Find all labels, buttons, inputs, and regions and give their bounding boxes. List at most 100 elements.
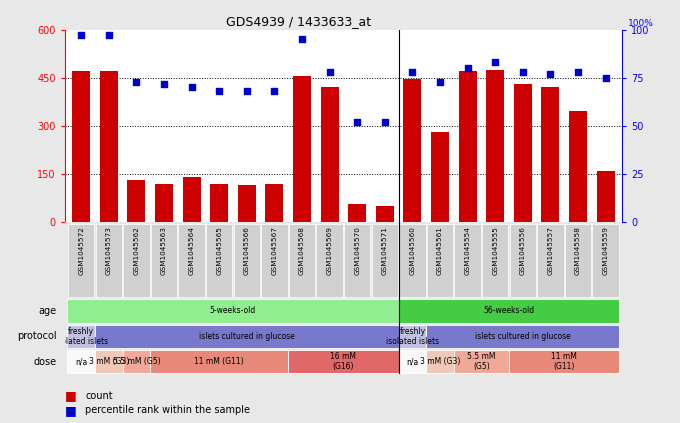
FancyBboxPatch shape	[95, 350, 122, 374]
Text: GSM1045557: GSM1045557	[547, 226, 554, 275]
FancyBboxPatch shape	[399, 224, 426, 297]
FancyBboxPatch shape	[426, 324, 619, 348]
FancyBboxPatch shape	[565, 224, 592, 297]
Text: ■: ■	[65, 404, 76, 417]
Text: GSM1045558: GSM1045558	[575, 226, 581, 275]
Bar	[431, 132, 449, 222]
Text: 11 mM (G11): 11 mM (G11)	[194, 357, 244, 366]
FancyBboxPatch shape	[95, 324, 398, 348]
Point	[186, 84, 197, 91]
FancyBboxPatch shape	[289, 224, 316, 297]
Text: GSM1045568: GSM1045568	[299, 226, 305, 275]
FancyBboxPatch shape	[344, 224, 371, 297]
Text: GSM1045566: GSM1045566	[244, 226, 250, 275]
Text: GSM1045571: GSM1045571	[381, 226, 388, 275]
Text: 100%: 100%	[628, 19, 653, 27]
Point	[407, 69, 418, 75]
Point	[269, 88, 280, 95]
Bar	[486, 70, 504, 222]
Text: n/a: n/a	[406, 357, 418, 366]
Bar	[100, 71, 118, 222]
Text: GSM1045572: GSM1045572	[78, 226, 84, 275]
FancyBboxPatch shape	[427, 224, 454, 297]
Bar	[155, 184, 173, 222]
FancyBboxPatch shape	[150, 350, 288, 374]
FancyBboxPatch shape	[261, 224, 288, 297]
FancyBboxPatch shape	[454, 350, 509, 374]
FancyBboxPatch shape	[151, 224, 177, 297]
FancyBboxPatch shape	[67, 324, 95, 348]
Point	[241, 88, 252, 95]
Point	[600, 74, 611, 81]
FancyBboxPatch shape	[67, 299, 398, 323]
Point	[131, 78, 142, 85]
Bar	[596, 171, 615, 222]
FancyBboxPatch shape	[123, 224, 150, 297]
Bar	[238, 185, 256, 222]
FancyBboxPatch shape	[206, 224, 233, 297]
FancyBboxPatch shape	[316, 224, 343, 297]
Point	[435, 78, 445, 85]
Bar	[72, 71, 90, 222]
Bar	[127, 180, 146, 222]
Text: 5.5 mM
(G5): 5.5 mM (G5)	[467, 352, 496, 371]
Point	[214, 88, 224, 95]
Bar	[569, 111, 587, 222]
FancyBboxPatch shape	[178, 224, 205, 297]
Text: 3 mM (G3): 3 mM (G3)	[420, 357, 460, 366]
FancyBboxPatch shape	[592, 224, 619, 297]
Text: age: age	[38, 306, 56, 316]
Text: GSM1045554: GSM1045554	[464, 226, 471, 275]
Point	[517, 69, 528, 75]
Text: GSM1045559: GSM1045559	[602, 226, 609, 275]
Bar	[348, 204, 366, 222]
Text: GSM1045569: GSM1045569	[326, 226, 333, 275]
FancyBboxPatch shape	[95, 224, 122, 297]
FancyBboxPatch shape	[398, 299, 619, 323]
Text: percentile rank within the sample: percentile rank within the sample	[85, 405, 250, 415]
Text: GSM1045561: GSM1045561	[437, 226, 443, 275]
Bar	[458, 71, 477, 222]
FancyBboxPatch shape	[398, 350, 426, 374]
FancyBboxPatch shape	[482, 224, 509, 297]
Text: GSM1045562: GSM1045562	[133, 226, 139, 275]
Point	[296, 36, 307, 43]
Text: GSM1045565: GSM1045565	[216, 226, 222, 275]
Text: GSM1045555: GSM1045555	[492, 226, 498, 275]
Text: 11 mM
(G11): 11 mM (G11)	[551, 352, 577, 371]
Text: GSM1045567: GSM1045567	[271, 226, 277, 275]
Title: GDS4939 / 1433633_at: GDS4939 / 1433633_at	[226, 16, 371, 28]
Text: 16 mM
(G16): 16 mM (G16)	[330, 352, 356, 371]
Text: count: count	[85, 390, 113, 401]
FancyBboxPatch shape	[509, 224, 536, 297]
Point	[158, 80, 169, 87]
Point	[103, 32, 114, 39]
Bar	[210, 184, 228, 222]
Text: GSM1045563: GSM1045563	[161, 226, 167, 275]
Bar	[321, 88, 339, 222]
Text: n/a: n/a	[75, 357, 87, 366]
FancyBboxPatch shape	[233, 224, 260, 297]
Point	[545, 71, 556, 77]
Text: GSM1045573: GSM1045573	[106, 226, 112, 275]
FancyBboxPatch shape	[398, 324, 426, 348]
Text: islets cultured in glucose: islets cultured in glucose	[475, 332, 571, 341]
Bar	[541, 88, 560, 222]
Point	[352, 118, 362, 125]
Bar	[514, 84, 532, 222]
Bar	[293, 76, 311, 222]
Text: ■: ■	[65, 389, 76, 402]
Text: freshly
isolated islets: freshly isolated islets	[386, 327, 439, 346]
FancyBboxPatch shape	[426, 350, 454, 374]
Bar	[183, 177, 201, 222]
FancyBboxPatch shape	[509, 350, 619, 374]
Point	[462, 65, 473, 71]
Text: 56-weeks-old: 56-weeks-old	[483, 306, 534, 316]
Point	[324, 69, 335, 75]
Text: dose: dose	[33, 357, 56, 367]
Point	[490, 59, 500, 66]
Text: GSM1045556: GSM1045556	[520, 226, 526, 275]
Text: GSM1045570: GSM1045570	[354, 226, 360, 275]
FancyBboxPatch shape	[454, 224, 481, 297]
FancyBboxPatch shape	[68, 224, 95, 297]
